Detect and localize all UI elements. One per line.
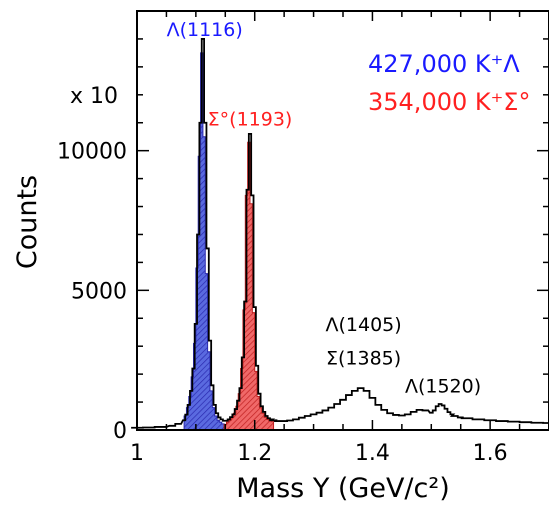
peak-annotation: Σ(1385) (326, 347, 401, 369)
x-tick-label: 1.2 (237, 441, 272, 466)
peak-annotation: Σ°(1193) (208, 109, 293, 131)
y-axis-title: Counts (12, 175, 43, 269)
plot-area (131, 38, 549, 431)
series-lambda-1116-fill (183, 52, 225, 431)
peak-annotation: Λ(1405) (326, 314, 402, 336)
y-multiplier-label: x 10 (70, 84, 118, 109)
legend-entry-sigma: 354,000 K⁺Σ° (368, 88, 530, 116)
x-tick-label: 1.6 (473, 441, 508, 466)
series-total-line (131, 38, 549, 429)
annotations: Λ(1116) Σ°(1193) Λ(1405) Σ(1385)Λ(1520) (167, 19, 482, 397)
peak-annotation: Λ(1116) (167, 19, 243, 41)
x-tick-label: 1 (130, 441, 144, 466)
peak-annotation: Λ(1520) (405, 375, 481, 397)
y-axis: 0 5000 10000 (57, 10, 549, 444)
x-axis: 1 1.2 1.4 1.6 (130, 11, 549, 466)
x-axis-title: Mass Y (GeV/c²) (236, 473, 449, 504)
legend-entry-lambda: 427,000 K⁺Λ (368, 50, 520, 78)
y-tick-label: 10000 (57, 140, 127, 165)
x-tick-label: 1.4 (355, 441, 390, 466)
y-tick-label: 0 (113, 419, 127, 444)
y-tick-label: 5000 (71, 279, 127, 304)
